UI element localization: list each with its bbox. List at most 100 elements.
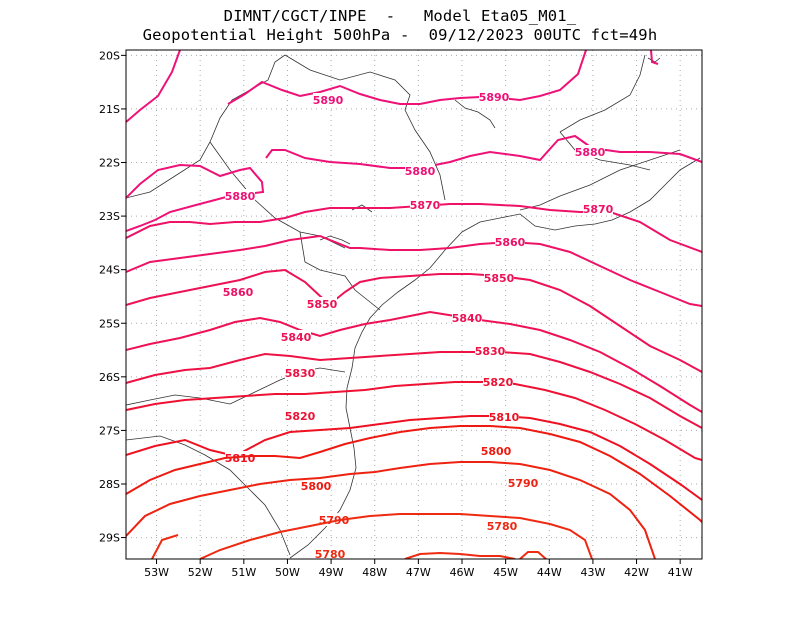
contour-label-5860: 5860 (223, 286, 254, 299)
contour-label-5800: 5800 (481, 445, 512, 458)
lon-tick-label: 45W (493, 566, 518, 579)
contour-5810 (126, 415, 702, 501)
contour-5830 (126, 351, 702, 429)
lon-tick-label: 50W (275, 566, 300, 579)
contour-label-bg (225, 189, 255, 202)
border-line (519, 149, 681, 211)
lat-tick-label: 28S (99, 478, 120, 491)
lon-tick-label: 44W (537, 566, 562, 579)
contour-label-5870: 5870 (583, 203, 614, 216)
lon-tick-label: 49W (319, 566, 344, 579)
lat-tick-label: 21S (99, 103, 120, 116)
lon-tick-label: 48W (362, 566, 387, 579)
contour-label-bg (410, 198, 440, 211)
coastline (289, 157, 701, 559)
lon-tick-label: 42W (624, 566, 649, 579)
contour-5780 (151, 534, 179, 559)
title-line-2: Geopotential Height 500hPa - 09/12/2023 … (142, 26, 658, 44)
contour-5780 (199, 513, 593, 559)
contour-label-bg (484, 271, 514, 284)
contour-5840 (126, 310, 702, 413)
contour-label-5880: 5880 (225, 190, 256, 203)
border-line (299, 231, 381, 311)
contour-5880 (265, 134, 702, 169)
contour-label-5790: 5790 (508, 477, 539, 490)
contour-label-bg (285, 409, 315, 422)
lat-tick-label: 23S (99, 210, 120, 223)
lat-tick-label: 29S (99, 532, 120, 545)
contour-label-5820: 5820 (285, 410, 316, 423)
contour-label-bg (315, 547, 345, 559)
contour-label-5840: 5840 (452, 312, 483, 325)
contour-label-5780: 5780 (487, 520, 518, 533)
lat-tick-label: 24S (99, 264, 120, 277)
contour-label-bg (583, 202, 613, 215)
contour-label-bg (495, 235, 525, 248)
lon-tick-label: 43W (580, 566, 605, 579)
contour-5820 (126, 381, 702, 461)
border-line (559, 131, 651, 171)
contour-label-bg (313, 93, 343, 106)
lon-tick-label: 46W (450, 566, 475, 579)
contour-label-5840: 5840 (281, 331, 312, 344)
contour-label-5890: 5890 (479, 91, 510, 104)
contour-5800 (126, 425, 702, 523)
contour-lines: 5890 5890 5880 5880 5880 5870 5870 5860 5860 5850… (126, 50, 702, 561)
coastline-borders (126, 54, 701, 559)
contour-label-5870: 5870 (410, 199, 441, 212)
lon-tick-label: 47W (406, 566, 431, 579)
contour-label-bg (452, 311, 482, 324)
contour-label-5850: 5850 (307, 298, 338, 311)
lat-tick-label: 27S (99, 424, 120, 437)
grid (126, 50, 702, 559)
contour-5780 (404, 551, 516, 559)
axis-ticks: 53W 52W 51W 50W 49W 48W 47W 46W 45W 44W 43W 42W 41W 2… (99, 49, 693, 579)
contour-5790 (126, 461, 656, 559)
border-line (559, 54, 646, 133)
contour-label-bg (405, 164, 435, 177)
lat-tick-label: 20S (99, 49, 120, 62)
contour-label-bg (285, 366, 315, 379)
contour-label-bg (575, 145, 605, 158)
lon-tick-label: 52W (188, 566, 213, 579)
contour-5880 (126, 163, 265, 232)
contour-5890 (227, 50, 587, 105)
contour-label-bg (483, 375, 513, 388)
contour-label-bg (475, 344, 505, 357)
contour-label-5880: 5880 (575, 146, 606, 159)
contour-label-bg (301, 479, 331, 492)
contour-label-5800: 5800 (301, 480, 332, 493)
border-line (126, 435, 291, 556)
lat-tick-label: 22S (99, 157, 120, 170)
lon-tick-label: 53W (144, 566, 169, 579)
contour-label-bg (281, 330, 311, 343)
contour-label-bg (508, 476, 538, 489)
contour-label-bg (487, 519, 517, 532)
contour-label-5890: 5890 (313, 94, 344, 107)
contour-5780 (519, 551, 547, 559)
contour-5860 (126, 234, 702, 307)
contour-5850 (126, 268, 702, 373)
contour-label-5810: 5810 (489, 411, 520, 424)
border-line (126, 54, 286, 199)
contour-label-5880: 5880 (405, 165, 436, 178)
lat-tick-label: 25S (99, 317, 120, 330)
contour-label-5860: 5860 (495, 236, 526, 249)
lat-tick-label: 26S (99, 371, 120, 384)
title-line-1: DIMNT/CGCT/INPE - Model Eta05_M01_ (223, 7, 577, 25)
contour-label-5780: 5780 (315, 548, 346, 561)
contour-label-bg (481, 444, 511, 457)
map-frame (125, 49, 703, 560)
lon-tick-label: 51W (231, 566, 256, 579)
contour-label-bg (479, 90, 509, 103)
contour-label-bg (223, 285, 253, 298)
contour-label-5850: 5850 (484, 272, 515, 285)
coastline (647, 57, 661, 63)
contour-label-5830: 5830 (285, 367, 316, 380)
border-line (284, 54, 446, 201)
coastline (454, 99, 496, 129)
contour-5890 (650, 50, 659, 65)
contour-label-bg (489, 410, 519, 423)
contour-label-5830: 5830 (475, 345, 506, 358)
contour-label-5820: 5820 (483, 376, 514, 389)
